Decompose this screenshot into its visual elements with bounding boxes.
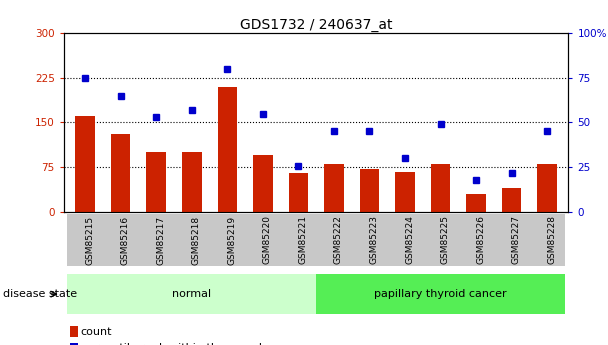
Bar [281, 214, 316, 266]
Text: percentile rank within the sample: percentile rank within the sample [81, 344, 269, 345]
Bar [245, 214, 281, 266]
Text: GSM85222: GSM85222 [334, 215, 343, 264]
Bar [360, 168, 379, 212]
Text: GSM85227: GSM85227 [511, 215, 520, 265]
Bar [466, 194, 486, 212]
Text: GSM85225: GSM85225 [441, 215, 449, 265]
Bar [395, 171, 415, 212]
Bar [111, 135, 131, 212]
Text: GSM85216: GSM85216 [121, 215, 130, 265]
Bar [423, 214, 458, 266]
Bar [530, 214, 565, 266]
Bar [324, 164, 344, 212]
Bar [289, 173, 308, 212]
Bar [67, 214, 103, 266]
Bar [174, 214, 210, 266]
Bar [253, 155, 272, 212]
Bar [182, 152, 201, 212]
Bar [351, 214, 387, 266]
Text: GSM85221: GSM85221 [299, 215, 308, 265]
Text: GSM85223: GSM85223 [370, 215, 378, 265]
Bar [316, 274, 565, 314]
Bar [458, 214, 494, 266]
Text: GSM85215: GSM85215 [85, 215, 94, 265]
Bar [75, 117, 95, 212]
Bar [67, 274, 316, 314]
Text: GSM85228: GSM85228 [547, 215, 556, 265]
Text: papillary thyroid cancer: papillary thyroid cancer [375, 289, 507, 299]
Text: normal: normal [172, 289, 212, 299]
Text: GSM85220: GSM85220 [263, 215, 272, 265]
Bar [502, 188, 522, 212]
Text: disease state: disease state [3, 289, 77, 299]
Bar [139, 214, 174, 266]
Text: GSM85226: GSM85226 [476, 215, 485, 265]
Text: GSM85219: GSM85219 [227, 215, 237, 265]
Bar [147, 152, 166, 212]
Bar [103, 214, 139, 266]
Text: GSM85218: GSM85218 [192, 215, 201, 265]
Bar [431, 164, 451, 212]
Title: GDS1732 / 240637_at: GDS1732 / 240637_at [240, 18, 392, 32]
Bar [537, 164, 557, 212]
Bar [210, 214, 245, 266]
Text: GSM85217: GSM85217 [156, 215, 165, 265]
Bar [494, 214, 530, 266]
Text: count: count [81, 327, 112, 337]
Bar [387, 214, 423, 266]
Text: GSM85224: GSM85224 [405, 215, 414, 264]
Bar [218, 87, 237, 212]
Bar [316, 214, 351, 266]
